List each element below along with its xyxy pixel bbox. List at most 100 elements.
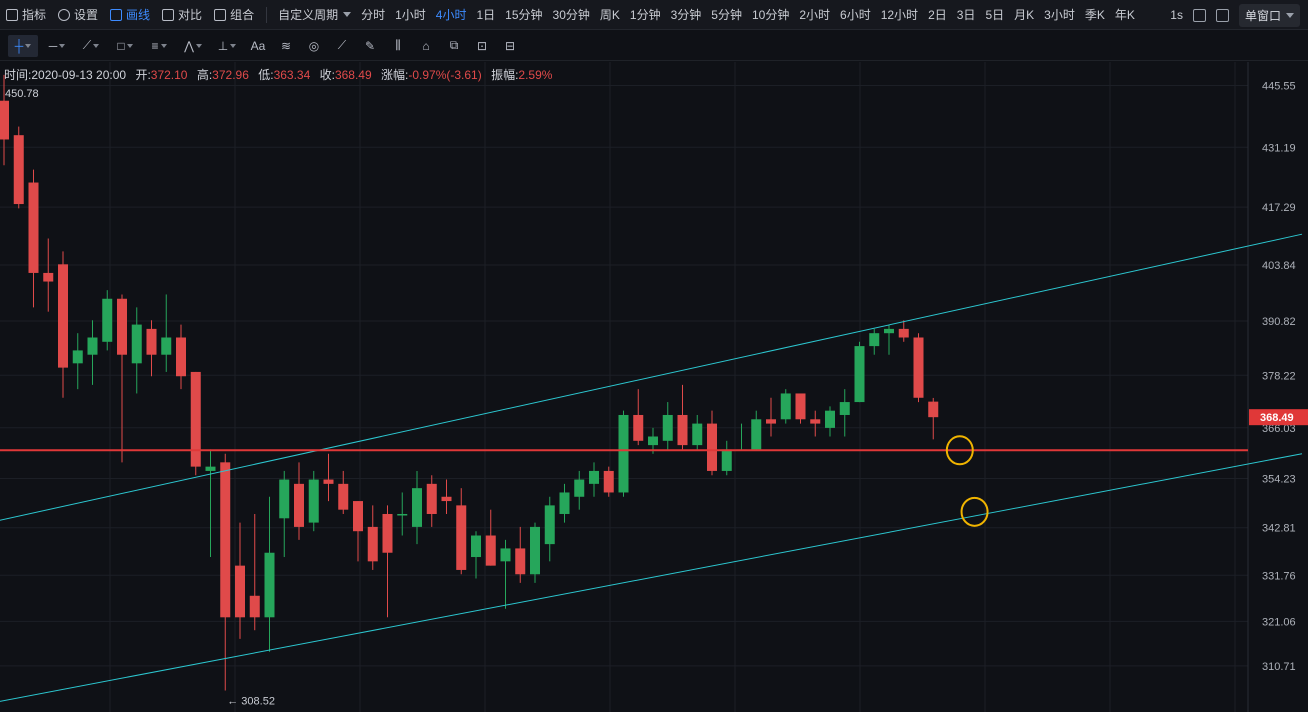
candle-body <box>603 470 614 493</box>
rectangle-icon[interactable]: □ <box>110 35 140 57</box>
amplitude-value: 2.59% <box>518 68 553 82</box>
candle-body <box>928 401 939 418</box>
y-tick-label: 417.29 <box>1262 202 1296 214</box>
pencil-icon[interactable]: ✎ <box>364 38 376 53</box>
candle-body <box>839 402 850 415</box>
chevron-down-icon <box>126 43 133 48</box>
candle-icon[interactable]: ⫼ <box>395 38 401 52</box>
pattern-icon[interactable]: ⋀ <box>178 35 208 57</box>
visible-high-label: 450.78 <box>5 88 39 100</box>
tab-period-14[interactable]: 2日 <box>928 8 947 22</box>
candle-body <box>618 414 629 493</box>
tab-period-10[interactable]: 10分钟 <box>751 8 790 22</box>
y-tick-label: 403.84 <box>1262 260 1296 272</box>
candle-body <box>0 100 9 140</box>
candle-body <box>72 350 83 364</box>
ruler-icon[interactable]: ⟋ <box>337 38 347 52</box>
screenshot-icon[interactable]: ⊡ <box>476 38 488 53</box>
fullscreen-icon[interactable] <box>1192 8 1206 22</box>
tab-period-5[interactable]: 30分钟 <box>552 8 590 22</box>
candle-body <box>161 337 172 355</box>
tab-period-7[interactable]: 1分钟 <box>629 8 661 22</box>
top-toolbar: 指标 设置 画线 对比 组合 自定义周期 分时 1小时 4小时 1日 15分钟 30分钟周… <box>0 0 1308 30</box>
crosshair-icon[interactable]: ┼ <box>8 34 38 57</box>
parallel-lines-icon[interactable]: ≡ <box>144 35 174 57</box>
tab-period-17[interactable]: 月K <box>1014 8 1035 22</box>
tab-period-11[interactable]: 2小时 <box>799 8 831 22</box>
candle-body <box>515 548 526 575</box>
candle-body <box>677 414 688 446</box>
tab-period-8[interactable]: 3分钟 <box>670 8 702 22</box>
tab-period-13[interactable]: 12小时 <box>880 8 919 22</box>
fib-icon[interactable]: ≋ <box>280 38 292 53</box>
indicators-button[interactable]: 指标 <box>0 0 52 30</box>
settings-button[interactable]: 设置 <box>52 0 104 30</box>
time-label: 时间: <box>4 68 32 82</box>
tab-period-0[interactable]: 分时 <box>361 8 386 22</box>
interval-label[interactable]: 1s <box>1170 8 1183 22</box>
settings-panel-icon[interactable] <box>1215 8 1229 22</box>
low-label: 低: <box>258 68 274 82</box>
change-label: 涨幅: <box>381 68 409 82</box>
tab-period-4[interactable]: 15分钟 <box>505 8 543 22</box>
candle-body <box>810 419 821 424</box>
brush-icon[interactable]: ◎ <box>308 38 320 53</box>
tab-period-20[interactable]: 年K <box>1114 8 1135 22</box>
candle-body <box>751 419 762 450</box>
tab-period-2[interactable]: 4小时 <box>435 8 467 22</box>
time-value: 2020-09-13 20:00 <box>31 68 127 82</box>
candle-body <box>633 414 644 441</box>
candle-body <box>382 513 393 553</box>
trend-line-icon[interactable]: ⟋ <box>76 35 106 57</box>
candle-body <box>190 371 201 467</box>
lock-icon[interactable]: ⌂ <box>422 38 430 53</box>
candle-body <box>471 535 481 558</box>
candle-body <box>544 505 555 545</box>
low-value: 363.34 <box>273 68 311 82</box>
candle-body <box>235 565 245 618</box>
candle-body <box>279 479 290 519</box>
candle-body <box>530 526 540 575</box>
horizontal-line-icon[interactable]: ─ <box>42 35 72 57</box>
custom-period-dropdown[interactable]: 自定义周期 <box>273 0 356 30</box>
y-tick-label: 378.22 <box>1262 370 1296 382</box>
close-label: 收: <box>319 68 335 82</box>
draw-button[interactable]: 画线 <box>104 0 156 30</box>
tab-period-6[interactable]: 周K <box>599 8 620 22</box>
text-icon[interactable]: Aa <box>246 35 270 57</box>
candle-body <box>825 410 835 428</box>
tab-period-16[interactable]: 5日 <box>985 8 1005 22</box>
tab-period-15[interactable]: 3日 <box>956 8 976 22</box>
combine-icon <box>214 8 227 21</box>
chevron-down-icon <box>59 43 66 48</box>
window-mode-label: 单窗口 <box>1244 8 1281 23</box>
tab-period-12[interactable]: 6小时 <box>840 8 871 22</box>
tab-period-18[interactable]: 3小时 <box>1044 8 1075 22</box>
candle-body <box>913 337 924 398</box>
chevron-down-icon <box>1286 12 1294 18</box>
measure-icon[interactable]: ⊥ <box>212 35 242 57</box>
combine-button[interactable]: 组合 <box>208 0 260 30</box>
candle-body <box>249 595 260 618</box>
period-tabs: 分时 1小时 4小时 1日 15分钟 30分钟 周K 1分钟 3分钟 5分钟 10分钟 2小时 6小时 1… <box>356 0 1140 30</box>
chevron-down-icon <box>160 43 167 48</box>
open-label: 开: <box>135 68 151 82</box>
compare-button[interactable]: 对比 <box>156 0 208 30</box>
tab-period-19[interactable]: 季K <box>1084 8 1105 22</box>
copy-icon[interactable]: ⧉ <box>449 38 459 52</box>
candle-body <box>456 505 467 570</box>
toolbar-divider <box>266 6 268 23</box>
trash-icon[interactable]: ⊟ <box>504 38 516 53</box>
tab-period-9[interactable]: 5分钟 <box>711 8 742 22</box>
tab-period-3[interactable]: 1日 <box>476 8 496 22</box>
candle-body <box>294 483 304 527</box>
tab-period-1[interactable]: 1小时 <box>395 8 426 22</box>
chevron-down-icon <box>93 43 100 48</box>
compare-label: 对比 <box>178 8 203 22</box>
y-tick-label: 331.76 <box>1262 570 1296 582</box>
y-tick-label: 445.55 <box>1262 80 1296 92</box>
candle-body <box>220 462 231 618</box>
window-mode-select[interactable]: 单窗口 <box>1238 3 1300 27</box>
candle-body <box>766 419 776 424</box>
